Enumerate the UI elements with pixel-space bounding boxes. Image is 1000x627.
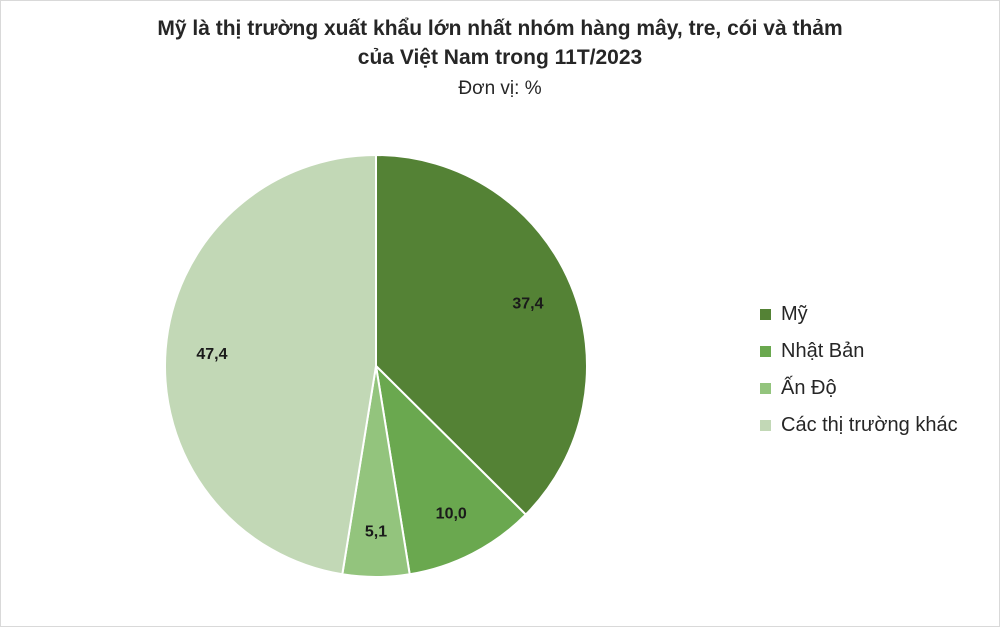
legend-swatch-2 [760,383,771,394]
legend-item-1: Nhật Bản [760,333,958,370]
legend-swatch-3 [760,420,771,431]
data-label-3: 47,4 [196,346,227,363]
legend: Mỹ Nhật Bản Ấn Độ Các thị trường khác [760,296,958,444]
pie-slice-1 [374,363,528,576]
legend-label-2: Ấn Độ [781,377,837,399]
legend-item-0: Mỹ [760,296,958,333]
legend-label-3: Các thị trường khác [781,414,958,436]
pie-slice-0 [375,153,588,517]
chart-title: Mỹ là thị trường xuất khẩu lớn nhất nhóm… [0,14,1000,72]
chart-subtitle: Đơn vị: % [458,78,542,99]
legend-swatch-1 [760,346,771,357]
chart-title-line2: của Việt Nam trong 11T/2023 [357,46,643,69]
legend-swatch-0 [760,309,771,320]
chart-title-line1: Mỹ là thị trường xuất khẩu lớn nhất nhóm… [157,17,843,40]
legend-label-1: Nhật Bản [781,340,865,362]
data-label-2: 5,1 [365,524,387,541]
legend-label-0: Mỹ [781,303,808,325]
legend-item-3: Các thị trường khác [760,407,958,444]
data-label-0: 37,4 [512,296,543,313]
data-label-1: 10,0 [436,505,467,522]
legend-item-2: Ấn Độ [760,370,958,407]
pie-slice-3 [164,153,377,576]
